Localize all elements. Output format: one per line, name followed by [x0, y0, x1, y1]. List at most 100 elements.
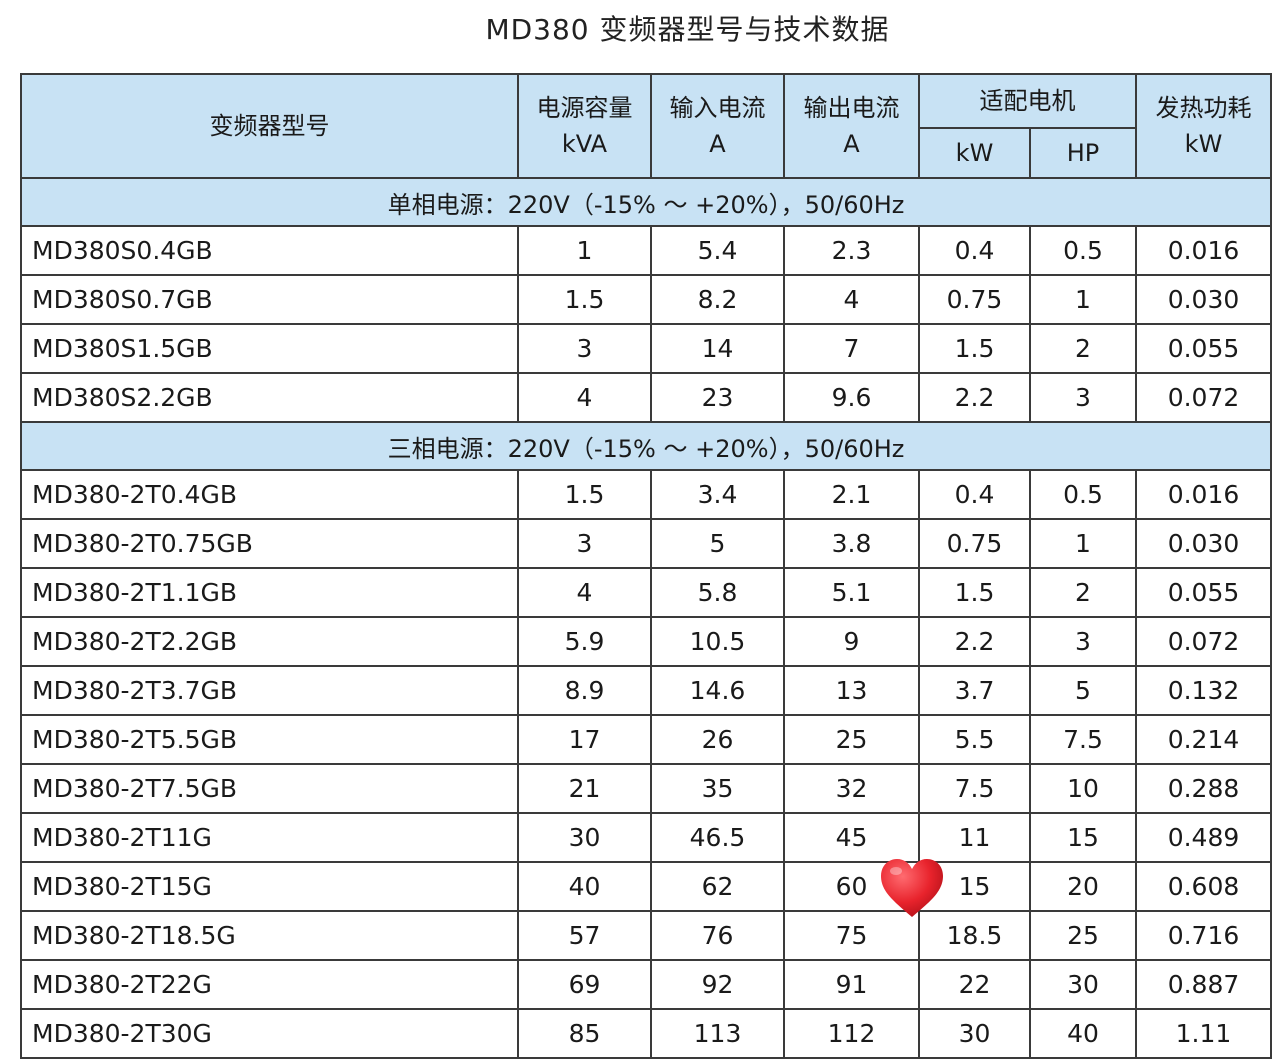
cell-motor-hp: 3: [1029, 372, 1137, 423]
cell-input-current: 14: [650, 323, 785, 374]
cell-model: MD380S0.4GB: [20, 225, 519, 276]
cell-heat: 0.608: [1135, 861, 1272, 912]
section-row: 三相电源：220V（-15% ～ +20%），50/60Hz: [20, 421, 1272, 471]
cell-capacity: 1.5: [517, 469, 652, 520]
cell-input-current: 5.4: [650, 225, 785, 276]
cell-motor-hp: 20: [1029, 861, 1137, 912]
cell-heat: 0.016: [1135, 469, 1272, 520]
cell-motor-hp: 30: [1029, 959, 1137, 1010]
cell-output-current: 25: [783, 714, 920, 765]
table-row: MD380S0.7GB 1.5 8.2 4 0.75 1 0.030: [20, 274, 1272, 325]
cell-motor-kw: 2.2: [918, 372, 1031, 423]
cell-motor-kw: 1.5: [918, 323, 1031, 374]
cell-heat: 0.214: [1135, 714, 1272, 765]
cell-input-current: 3.4: [650, 469, 785, 520]
cell-capacity: 17: [517, 714, 652, 765]
header-output-current-label: 输出电流: [803, 94, 900, 122]
cell-motor-hp: 0.5: [1029, 469, 1137, 520]
cell-input-current: 10.5: [650, 616, 785, 667]
cell-model: MD380-2T0.75GB: [20, 518, 519, 569]
cell-model: MD380-2T1.1GB: [20, 567, 519, 618]
cell-capacity: 85: [517, 1008, 652, 1059]
cell-model: MD380-2T30G: [20, 1008, 519, 1059]
cell-motor-kw: 18.5: [918, 910, 1031, 961]
cell-output-current: 9.6: [783, 372, 920, 423]
cell-input-current: 5.8: [650, 567, 785, 618]
cell-model: MD380-2T5.5GB: [20, 714, 519, 765]
cell-input-current: 76: [650, 910, 785, 961]
table-row: MD380-2T15G 40 62 60 15 20 0.608: [20, 861, 1272, 912]
cell-capacity: 21: [517, 763, 652, 814]
cell-output-current: 13: [783, 665, 920, 716]
table-row: MD380-2T1.1GB 4 5.8 5.1 1.5 2 0.055: [20, 567, 1272, 618]
cell-heat: 0.489: [1135, 812, 1272, 863]
cell-capacity: 1.5: [517, 274, 652, 325]
cell-capacity: 3: [517, 518, 652, 569]
table-row: MD380-2T3.7GB 8.9 14.6 13 3.7 5 0.132: [20, 665, 1272, 716]
cell-capacity: 1: [517, 225, 652, 276]
cell-motor-hp: 10: [1029, 763, 1137, 814]
cell-input-current: 5: [650, 518, 785, 569]
header-output-current: 输出电流 A: [783, 73, 920, 179]
cell-motor-kw: 30: [918, 1008, 1031, 1059]
cell-capacity: 4: [517, 567, 652, 618]
cell-motor-kw: 0.75: [918, 518, 1031, 569]
cell-model: MD380-2T15G: [20, 861, 519, 912]
section-label: 三相电源：220V（-15% ～ +20%），50/60Hz: [20, 421, 1272, 471]
heart-icon: [881, 859, 943, 917]
page-title: MD380 变频器型号与技术数据: [485, 13, 890, 46]
cell-motor-hp: 5: [1029, 665, 1137, 716]
cell-model: MD380-2T3.7GB: [20, 665, 519, 716]
cell-capacity: 69: [517, 959, 652, 1010]
cell-model: MD380S1.5GB: [20, 323, 519, 374]
cell-motor-kw: 7.5: [918, 763, 1031, 814]
header-input-current-label: 输入电流: [669, 94, 766, 122]
cell-input-current: 8.2: [650, 274, 785, 325]
cell-output-current: 32: [783, 763, 920, 814]
cell-output-current: 3.8: [783, 518, 920, 569]
cell-heat: 0.030: [1135, 518, 1272, 569]
cell-heat: 0.288: [1135, 763, 1272, 814]
table-row: MD380-2T18.5G 57 76 75 18.5 25 0.716: [20, 910, 1272, 961]
section-row: 单相电源：220V（-15% ～ +20%），50/60Hz: [20, 177, 1272, 227]
cell-output-current: 2.1: [783, 469, 920, 520]
cell-motor-kw: 0.4: [918, 469, 1031, 520]
cell-motor-hp: 0.5: [1029, 225, 1137, 276]
cell-motor-hp: 3: [1029, 616, 1137, 667]
cell-input-current: 26: [650, 714, 785, 765]
header-motor-kw: kW: [918, 127, 1031, 179]
cell-motor-kw: 22: [918, 959, 1031, 1010]
cell-motor-kw: 0.4: [918, 225, 1031, 276]
header-capacity-unit: kVA: [561, 130, 608, 158]
cell-output-current: 2.3: [783, 225, 920, 276]
table-row: MD380-2T0.75GB 3 5 3.8 0.75 1 0.030: [20, 518, 1272, 569]
cell-motor-kw: 5.5: [918, 714, 1031, 765]
cell-heat: 0.887: [1135, 959, 1272, 1010]
header-motor-hp: HP: [1029, 127, 1137, 179]
cell-heat: 0.132: [1135, 665, 1272, 716]
cell-heat: 1.11: [1135, 1008, 1272, 1059]
cell-input-current: 62: [650, 861, 785, 912]
table-row: MD380-2T2.2GB 5.9 10.5 9 2.2 3 0.072: [20, 616, 1272, 667]
cell-motor-hp: 15: [1029, 812, 1137, 863]
cell-model: MD380-2T18.5G: [20, 910, 519, 961]
cell-output-current: 4: [783, 274, 920, 325]
cell-model: MD380S0.7GB: [20, 274, 519, 325]
table-row: MD380-2T22G 69 92 91 22 30 0.887: [20, 959, 1272, 1010]
cell-output-current: 9: [783, 616, 920, 667]
cell-input-current: 92: [650, 959, 785, 1010]
cell-input-current: 113: [650, 1008, 785, 1059]
cell-capacity: 8.9: [517, 665, 652, 716]
cell-capacity: 57: [517, 910, 652, 961]
cell-model: MD380-2T11G: [20, 812, 519, 863]
cell-capacity: 4: [517, 372, 652, 423]
table-row: MD380S0.4GB 1 5.4 2.3 0.4 0.5 0.016: [20, 225, 1272, 276]
cell-motor-hp: 25: [1029, 910, 1137, 961]
cell-input-current: 14.6: [650, 665, 785, 716]
cell-capacity: 5.9: [517, 616, 652, 667]
table-row: MD380-2T30G 85 113 112 30 40 1.11: [20, 1008, 1272, 1059]
cell-output-current: 112: [783, 1008, 920, 1059]
cell-motor-kw: 11: [918, 812, 1031, 863]
cell-model: MD380-2T0.4GB: [20, 469, 519, 520]
cell-output-current: 5.1: [783, 567, 920, 618]
